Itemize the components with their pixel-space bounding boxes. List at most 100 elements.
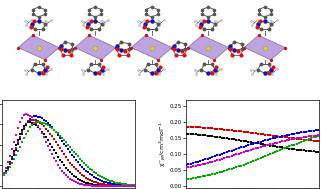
Point <box>119 184 125 187</box>
Point <box>103 181 108 184</box>
Point <box>55 134 60 137</box>
Point <box>277 149 282 152</box>
Point <box>99 184 104 187</box>
Point <box>246 161 251 164</box>
Point <box>43 140 48 143</box>
Point <box>89 183 94 186</box>
Point <box>111 184 117 187</box>
Point <box>85 184 91 187</box>
Point <box>27 118 32 121</box>
Point <box>67 146 72 149</box>
Point <box>71 156 76 159</box>
Point <box>89 184 94 187</box>
Point <box>127 183 133 186</box>
Point <box>275 145 280 148</box>
Point <box>15 143 20 146</box>
Point <box>59 139 64 142</box>
Point <box>282 146 287 149</box>
Point <box>289 133 294 136</box>
Point <box>239 139 244 142</box>
Point <box>101 184 107 187</box>
Point <box>294 148 299 151</box>
Point <box>123 184 128 187</box>
Point <box>85 182 91 185</box>
Point <box>113 184 118 187</box>
Point <box>33 121 38 124</box>
Point <box>210 173 215 176</box>
Point <box>107 179 112 182</box>
Point <box>229 129 234 132</box>
Point <box>313 150 318 153</box>
Point <box>99 176 104 179</box>
Point <box>13 133 18 136</box>
Point <box>127 184 133 187</box>
Point <box>7 161 12 164</box>
Point <box>115 184 120 187</box>
Point <box>215 159 220 162</box>
Point <box>227 129 232 132</box>
Point <box>275 150 280 153</box>
Point <box>126 184 131 187</box>
Point <box>265 133 270 136</box>
Point <box>195 126 201 129</box>
Point <box>53 130 58 133</box>
Point <box>29 116 34 119</box>
Point <box>256 132 261 135</box>
Point <box>27 117 32 120</box>
Point <box>193 176 198 179</box>
Point <box>246 144 251 147</box>
Point <box>244 162 249 165</box>
Point <box>87 184 92 187</box>
Point <box>49 126 54 129</box>
Point <box>313 139 318 142</box>
Point <box>101 183 107 186</box>
Point <box>253 159 258 162</box>
Point <box>95 184 100 187</box>
Point <box>117 184 123 187</box>
Point <box>35 126 40 129</box>
Point <box>287 147 292 150</box>
Point <box>207 156 213 159</box>
Point <box>273 142 278 145</box>
Point <box>284 146 290 149</box>
Point <box>217 158 222 161</box>
Point <box>47 149 52 152</box>
Point <box>71 150 76 153</box>
Point <box>77 157 82 160</box>
Point <box>224 156 230 159</box>
Point <box>231 129 237 132</box>
Point <box>95 184 100 187</box>
Point <box>220 136 225 139</box>
Point <box>311 134 316 137</box>
Point <box>55 163 60 166</box>
Point <box>63 145 68 148</box>
Point <box>107 184 112 187</box>
Point <box>101 184 107 187</box>
Point <box>61 172 66 175</box>
Point <box>248 148 254 151</box>
Point <box>287 136 292 139</box>
Point <box>3 170 8 173</box>
Point <box>260 145 265 148</box>
Point <box>83 176 88 179</box>
Point <box>277 146 282 149</box>
Point <box>244 150 249 153</box>
Point <box>105 183 110 186</box>
Point <box>1 173 6 176</box>
Point <box>97 184 102 187</box>
Point <box>258 132 263 136</box>
Point <box>83 184 88 187</box>
Point <box>23 122 28 125</box>
Point <box>227 150 232 153</box>
Polygon shape <box>75 35 116 60</box>
Point <box>29 118 34 121</box>
Point <box>119 184 125 187</box>
Point <box>301 131 307 134</box>
Point <box>117 184 123 187</box>
Point <box>115 184 120 187</box>
Point <box>71 174 76 177</box>
Point <box>63 141 68 144</box>
Point <box>258 157 263 160</box>
Point <box>93 176 99 179</box>
Point <box>121 184 126 187</box>
